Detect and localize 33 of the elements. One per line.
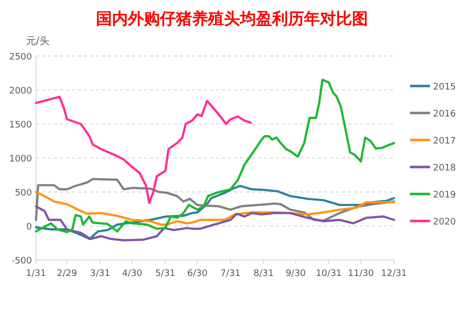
y-tick-label: 1000 xyxy=(9,154,32,164)
y-tick-label: -500 xyxy=(12,256,32,266)
line-series xyxy=(34,205,396,242)
line-series xyxy=(34,184,396,240)
y-tick-label: 1500 xyxy=(9,120,32,130)
legend-label: 2019 xyxy=(433,190,456,200)
x-tick-label: 5/31 xyxy=(155,269,176,279)
y-tick-label: 500 xyxy=(14,188,32,198)
x-tick-label: 4/30 xyxy=(122,269,143,279)
x-tick-label: 9/30 xyxy=(286,269,306,279)
y-tick-label: 2500 xyxy=(9,52,32,62)
line-series xyxy=(34,96,252,204)
x-tick-label: 8/31 xyxy=(254,269,274,279)
y-axis-title: 元/头 xyxy=(26,35,50,47)
x-tick-label: 11/30 xyxy=(348,269,374,279)
legend-label: 2017 xyxy=(433,136,456,146)
legend-label: 2018 xyxy=(433,164,456,174)
legend-label: 2016 xyxy=(433,110,456,120)
x-tick-label: 3/31 xyxy=(90,269,110,279)
x-tick-label: 10/31 xyxy=(316,269,342,279)
legend-label: 2020 xyxy=(433,218,456,228)
x-tick-label: 2/29 xyxy=(56,269,78,279)
line-series xyxy=(34,78,396,234)
y-tick-label: 2000 xyxy=(9,86,32,96)
line-series xyxy=(34,190,396,226)
x-tick-label: 7/31 xyxy=(220,269,241,279)
legend-label: 2015 xyxy=(433,82,456,92)
chart-title: 国内外购仔猪养殖头均盈利历年对比图 xyxy=(96,9,368,28)
x-tick-label: 1/31 xyxy=(26,269,46,279)
x-tick-label: 12/31 xyxy=(381,269,407,279)
x-tick-label: 6/30 xyxy=(187,269,208,279)
line-series xyxy=(34,178,396,222)
y-tick-label: 0 xyxy=(26,222,32,232)
